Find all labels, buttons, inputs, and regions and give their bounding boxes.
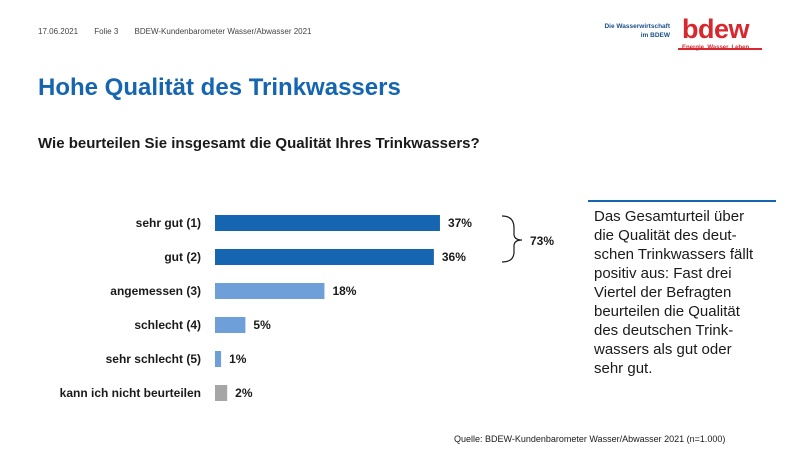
logo-underline [678,48,762,50]
category-label: schlecht (4) [134,318,201,332]
value-label: 5% [253,318,271,332]
category-label: sehr schlecht (5) [106,352,201,366]
value-label: 37% [448,216,472,230]
survey-question: Wie beurteilen Sie insgesamt die Qualitä… [38,135,480,152]
annotation-label-73: 73% [530,234,554,248]
value-label: 18% [332,284,356,298]
brand-subtitle-line2: im BDEW [640,32,670,39]
bar [215,317,246,333]
summary-note: Das Gesamturteil über die Qualität des d… [594,208,754,377]
value-label: 2% [235,386,253,400]
note-divider [588,200,776,202]
page-title: Hohe Qualität des Trinkwassers [38,74,401,101]
category-label: gut (2) [164,250,201,264]
value-label: 1% [229,352,247,366]
bracket-shape [501,215,523,263]
header-slide-number: Folie 3 [94,27,119,36]
source-citation: Quelle: BDEW-Kundenbarometer Wasser/Abwa… [454,434,726,444]
bar [215,351,222,367]
category-label: kann ich nicht beurteilen [60,386,201,400]
bar [215,283,325,299]
bar [215,249,434,265]
header-date: 17.06.2021 [38,27,79,36]
header-study-name: BDEW-Kundenbarometer Wasser/Abwasser 202… [134,27,312,36]
header-meta: 17.06.2021 Folie 3 BDEW-Kundenbarometer … [38,27,326,36]
value-label: 36% [442,250,466,264]
category-label: angemessen (3) [110,284,201,298]
bdew-logo-word: bdew [682,14,750,44]
brand-subtitle-line1: Die Wasserwirtschaft [604,23,670,30]
bar [215,215,440,231]
bar-group: sehr gut (1) 37% gut (2) 36% angemessen (3) 1… [60,215,472,401]
bar [215,385,228,401]
brand-subtitle: Die Wasserwirtschaft im BDEW [604,22,670,40]
category-label: sehr gut (1) [136,216,201,230]
